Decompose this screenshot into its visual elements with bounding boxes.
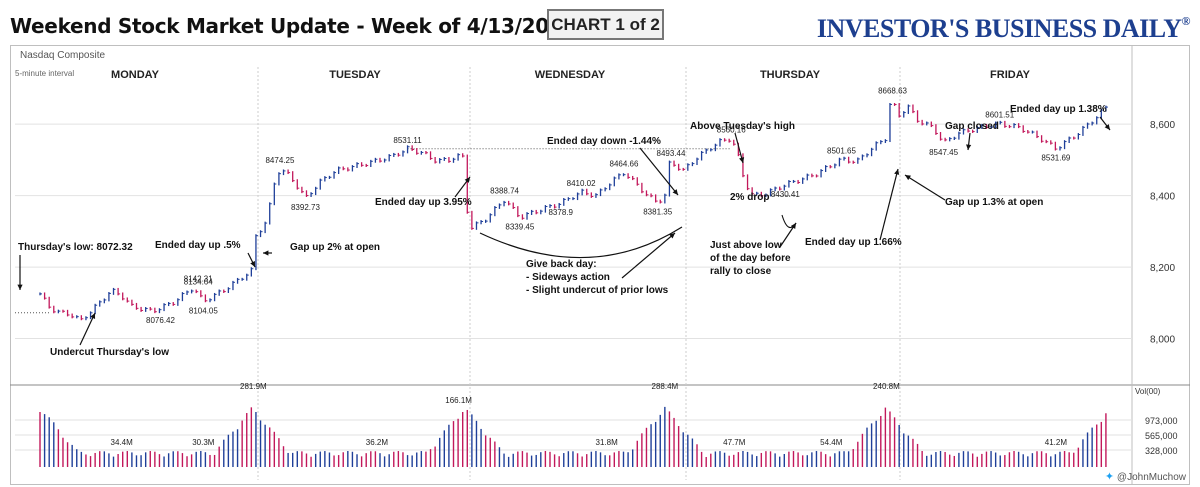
interval-label: 5-minute interval — [15, 69, 74, 78]
chart-frame — [10, 45, 1190, 485]
volume-peak-label: 36.2M — [366, 438, 389, 447]
thursdays-low-note-line: Thursday's low: 8072.32 — [18, 242, 133, 253]
day-label-tuesday: TUESDAY — [329, 69, 381, 81]
y-tick-label: 8,600 — [1150, 120, 1175, 131]
price-label: 8142.31 — [184, 275, 213, 284]
volume-peak-label: 240.8M — [873, 382, 900, 391]
price-label: 8392.73 — [291, 203, 320, 212]
price-label: 8430.41 — [771, 190, 800, 199]
price-label: 8339.45 — [505, 222, 534, 231]
volume-peak-label: 41.2M — [1045, 438, 1068, 447]
y-tick-label: 8,200 — [1150, 263, 1175, 274]
price-label: 8464.66 — [610, 160, 639, 169]
y-tick-label: 8,400 — [1150, 192, 1175, 203]
day-label-thursday: THURSDAY — [760, 69, 821, 81]
price-label: 8601.51 — [985, 111, 1014, 120]
above-high-note-line: Above Tuesday's high — [690, 121, 795, 132]
volume-peak-label: 288.4M — [652, 382, 679, 391]
give-back-curve — [479, 226, 683, 259]
volume-peak-label: 47.7M — [723, 438, 746, 447]
arrow-head — [250, 261, 255, 267]
price-label: 8531.69 — [1041, 154, 1070, 163]
day-label-wednesday: WEDNESDAY — [535, 69, 606, 81]
undercut-note-line: Undercut Thursday's low — [50, 347, 169, 358]
brand-name: INVESTOR'S BUSINESS DAILY — [816, 14, 1182, 43]
brand-registered-mark: ® — [1181, 14, 1191, 28]
drop-note-line: 2% drop — [730, 192, 769, 203]
day-label-monday: MONDAY — [111, 69, 160, 81]
annotation-arrow — [79, 312, 96, 346]
page-title: Weekend Stock Market Update - Week of 4/… — [10, 14, 577, 38]
price-label: 8501.65 — [827, 146, 856, 155]
y-tick-label: 8,000 — [1150, 335, 1175, 346]
arrow-head — [90, 313, 96, 319]
arrow-head — [739, 157, 745, 163]
price-label: 8378.9 — [548, 208, 573, 217]
price-label: 8134.64 — [184, 277, 213, 286]
volume-tick-label: 973,000 — [1145, 416, 1178, 426]
price-label: 8547.45 — [929, 148, 958, 157]
volume-peak-label: 54.4M — [820, 438, 843, 447]
just-above-low-note-line: Just above low — [710, 240, 782, 251]
volume-tick-label: 565,000 — [1145, 431, 1178, 441]
twitter-bird-icon: ✦ — [1104, 471, 1115, 483]
arrow-head — [1104, 124, 1110, 130]
chart-panel: Nasdaq Composite 5-minute interval MONDAY T… — [10, 45, 1190, 485]
price-label: 8076.42 — [146, 316, 175, 325]
just-above-low-note-line: rally to close — [710, 266, 772, 277]
brand-logo: INVESTOR'S BUSINESS DAILY® — [816, 14, 1191, 44]
price-label: 8381.35 — [643, 207, 672, 216]
volume-axis-label: Vol(00) — [1135, 387, 1161, 396]
price-label: 8493.44 — [657, 149, 686, 158]
thursday-close-note-line: Ended day up 1.66% — [805, 237, 902, 248]
volume-peak-label: 281.9M — [240, 382, 267, 391]
price-label: 8410.02 — [567, 179, 596, 188]
price-label: 8668.63 — [878, 87, 907, 96]
wednesday-close-note-line: Ended day down -1.44% — [547, 136, 661, 147]
arrow-head — [905, 175, 911, 181]
arrow-head — [894, 169, 900, 175]
arrow-head — [464, 177, 470, 183]
give-back-note-line: Give back day: — [526, 259, 597, 270]
gap-closed-note-line: Gap closed — [945, 121, 999, 132]
credit-handle: @JohnMuchow — [1116, 472, 1186, 483]
volume-peak-label: 34.4M — [111, 438, 134, 447]
price-label: 8560.16 — [717, 125, 746, 134]
price-label: 8104.05 — [189, 306, 218, 315]
arrow-head — [672, 189, 678, 195]
price-label: 8388.74 — [490, 187, 519, 196]
friday-gap-note-line: Gap up 1.3% at open — [945, 197, 1043, 208]
tuesday-close-note-line: Ended day up 3.95% — [375, 197, 472, 208]
price-label: 8531.11 — [393, 136, 422, 145]
symbol-label: Nasdaq Composite — [20, 50, 105, 61]
volume-tick-label: 328,000 — [1145, 446, 1178, 456]
friday-close-note-line: Ended day up 1.38% — [1010, 104, 1107, 115]
arrow-head — [263, 250, 269, 256]
day-label-friday: FRIDAY — [990, 69, 1031, 81]
arrow-head — [966, 144, 972, 150]
volume-peak-label: 31.8M — [596, 438, 619, 447]
arrow-head — [17, 284, 23, 290]
monday-close-note-line: Ended day up .5% — [155, 240, 241, 251]
volume-peak-label: 30.3M — [192, 438, 215, 447]
annotation-arrow — [904, 174, 946, 201]
price-series — [39, 103, 1108, 321]
drop-curve — [781, 214, 797, 229]
give-back-note-line: - Slight undercut of prior lows — [526, 285, 669, 296]
volume-peak-label: 166.1M — [445, 396, 472, 405]
annotation-arrow — [879, 168, 899, 241]
stock-chart: Nasdaq Composite 5-minute interval MONDAY T… — [10, 45, 1190, 485]
volume-series — [39, 406, 1107, 467]
give-back-note-line: - Sideways action — [526, 272, 610, 283]
credit: ✦ @JohnMuchow — [1105, 470, 1186, 483]
tuesday-gap-note-line: Gap up 2% at open — [290, 242, 380, 253]
chart-number-badge: CHART 1 of 2 — [547, 9, 664, 40]
annotation-arrow — [639, 147, 679, 196]
annotation-arrow — [621, 232, 676, 279]
price-label: 8474.25 — [265, 156, 294, 165]
just-above-low-note-line: of the day before — [710, 253, 791, 264]
